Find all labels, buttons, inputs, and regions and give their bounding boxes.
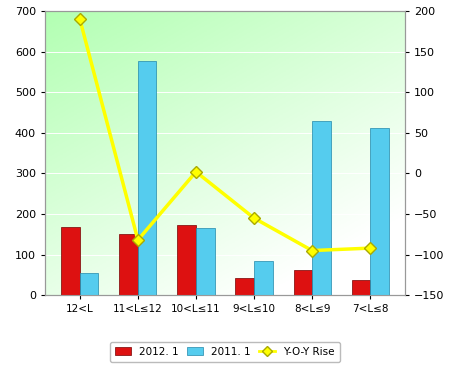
Bar <box>80 273 99 295</box>
Bar <box>370 128 389 295</box>
Bar <box>312 121 331 295</box>
Bar <box>119 234 138 295</box>
Bar <box>293 270 312 295</box>
Bar <box>196 228 215 295</box>
Bar <box>235 278 254 295</box>
Bar <box>177 225 196 295</box>
Bar <box>61 227 80 295</box>
Legend: 2012. 1, 2011. 1, Y-O-Y Rise: 2012. 1, 2011. 1, Y-O-Y Rise <box>110 342 340 362</box>
Bar <box>351 280 370 295</box>
Bar <box>138 61 157 295</box>
Bar <box>254 261 273 295</box>
